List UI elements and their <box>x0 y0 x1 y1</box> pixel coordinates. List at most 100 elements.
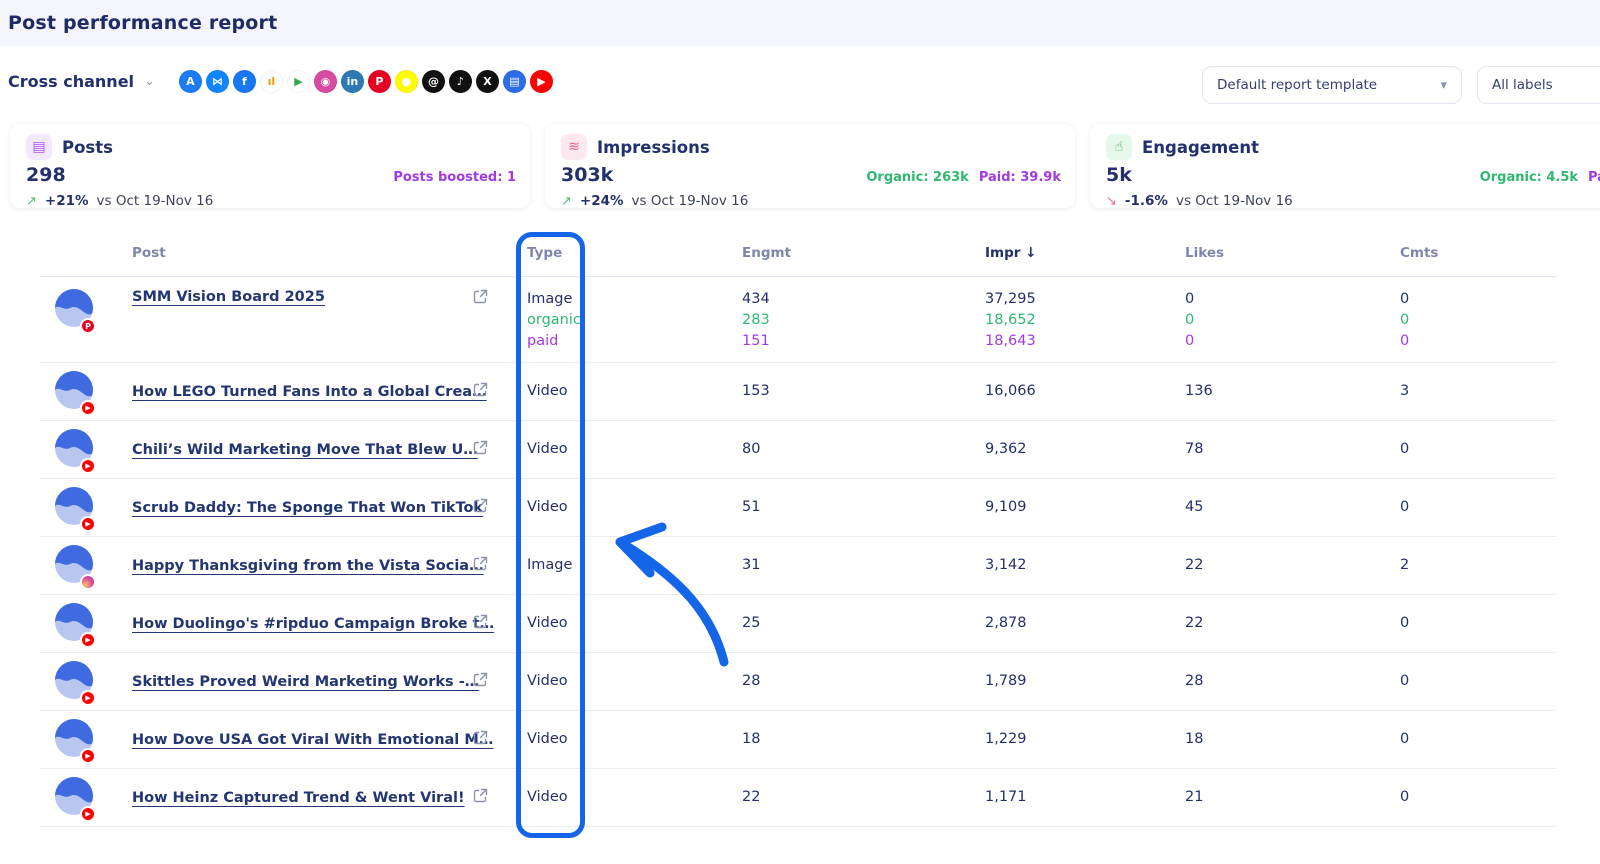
cell-likes: 45 <box>1185 499 1204 515</box>
post-title-link[interactable]: How Heinz Captured Trend & Went Viral! <box>132 789 465 806</box>
pinterest-icon[interactable]: P <box>367 69 391 93</box>
post-title-link[interactable]: Chili’s Wild Marketing Move That Blew U… <box>132 441 478 458</box>
external-link-icon[interactable] <box>465 788 517 807</box>
channel-selector[interactable]: Cross channel ⌄ <box>8 72 155 91</box>
linkedin-icon[interactable]: in <box>340 69 364 93</box>
app-store-icon[interactable]: A <box>178 69 202 93</box>
external-link-icon[interactable] <box>465 614 517 633</box>
business-profile-icon[interactable]: ▤ <box>502 69 526 93</box>
column-header-engmt[interactable]: Engmt <box>742 245 792 261</box>
external-link-icon[interactable] <box>465 730 517 749</box>
cell-type: Video <box>527 615 568 631</box>
page-header: Post performance report <box>0 0 1600 46</box>
cell-impr: 2,878 <box>985 615 1027 631</box>
post-title-link[interactable]: Scrub Daddy: The Sponge That Won TikTok <box>132 499 484 516</box>
youtube-badge-icon: ▶ <box>80 515 96 532</box>
cell-type: Image organic paid <box>527 291 581 349</box>
cell-likes: 28 <box>1185 673 1204 689</box>
cell-impr: 16,066 <box>985 383 1036 399</box>
post-performance-table: Post Type Engmt Impr ↓ Likes Cmts P SMM … <box>40 230 1556 827</box>
cell-likes: 136 <box>1185 383 1213 399</box>
snapchat-icon[interactable]: ● <box>394 69 418 93</box>
instagram-icon[interactable]: ◉ <box>313 69 337 93</box>
cell-type: Video <box>527 673 568 689</box>
table-row[interactable]: Happy Thanksgiving from the Vista Socia…… <box>40 537 1556 595</box>
cell-engmt: 153 <box>742 383 770 399</box>
facebook-icon[interactable]: f <box>232 69 256 93</box>
cell-cmts: 0 <box>1400 441 1410 457</box>
table-row[interactable]: ▶ Chili’s Wild Marketing Move That Blew … <box>40 421 1556 479</box>
cell-impr: 9,109 <box>985 499 1027 515</box>
youtube-icon[interactable]: ▶ <box>529 69 553 93</box>
post-title-link[interactable]: Happy Thanksgiving from the Vista Socia… <box>132 557 484 574</box>
post-title-link[interactable]: How Dove USA Got Viral With Emotional M… <box>132 731 494 748</box>
google-analytics-icon[interactable]: ıl <box>259 69 283 93</box>
column-header-impr[interactable]: Impr ↓ <box>985 245 1037 261</box>
column-header-post[interactable]: Post <box>132 245 166 261</box>
youtube-badge-icon: ▶ <box>80 399 96 416</box>
all-labels-label: All labels <box>1492 77 1553 93</box>
card-compare-period: vs Oct 19-Nov 16 <box>631 193 749 209</box>
cell-cmts: 2 <box>1400 557 1410 573</box>
cell-engmt: 25 <box>742 615 761 631</box>
stat-card-engagement: ☝ Engagement 5k Organic: 4.5kPa ↘ -1.6% … <box>1090 124 1600 209</box>
x-icon[interactable]: X <box>475 69 499 93</box>
cell-impr: 1,229 <box>985 731 1027 747</box>
cell-type: Video <box>527 383 568 399</box>
card-title: Posts <box>62 137 113 157</box>
table-row[interactable]: P SMM Vision Board 2025 Image organic paid… <box>40 277 1556 363</box>
external-link-icon[interactable] <box>465 289 517 308</box>
report-template-value: Default report template <box>1217 77 1378 93</box>
threads-icon[interactable]: @ <box>421 69 445 93</box>
table-row[interactable]: ▶ Skittles Proved Weird Marketing Works … <box>40 653 1556 711</box>
cell-cmts: 0 <box>1400 499 1410 515</box>
column-header-likes[interactable]: Likes <box>1185 245 1225 261</box>
cell-type: Video <box>527 499 568 515</box>
external-link-icon[interactable] <box>465 440 517 459</box>
report-template-dropdown[interactable]: Default report template ▾ <box>1202 66 1462 104</box>
post-title-link[interactable]: How LEGO Turned Fans Into a Global Crea… <box>132 383 487 400</box>
card-side-metric: Organic: 263k <box>866 170 969 185</box>
table-row[interactable]: ▶ Scrub Daddy: The Sponge That Won TikTo… <box>40 479 1556 537</box>
card-delta-percent: +21% <box>44 193 89 209</box>
table-row[interactable]: ▶ How LEGO Turned Fans Into a Global Cre… <box>40 363 1556 421</box>
post-title-link[interactable]: SMM Vision Board 2025 <box>132 289 325 305</box>
cell-impr: 37,295 18,652 18,643 <box>985 291 1036 349</box>
google-play-icon[interactable]: ▶ <box>286 69 310 93</box>
column-header-cmts[interactable]: Cmts <box>1400 245 1439 261</box>
cell-engmt: 434 283 151 <box>742 291 770 349</box>
card-compare-period: vs Oct 19-Nov 16 <box>1175 193 1293 209</box>
external-link-icon[interactable] <box>465 556 517 575</box>
cell-cmts: 0 <box>1400 731 1410 747</box>
profile-avatar: ▶ <box>55 718 96 764</box>
trend-down-icon: ↘ <box>1106 193 1117 209</box>
table-header-row: Post Type Engmt Impr ↓ Likes Cmts <box>40 230 1556 277</box>
profile-avatar <box>55 544 96 590</box>
engagement-thumb-icon: ☝ <box>1106 134 1132 160</box>
external-link-icon[interactable] <box>465 498 517 517</box>
external-link-icon[interactable] <box>465 672 517 691</box>
column-header-type[interactable]: Type <box>527 245 563 261</box>
external-link-icon[interactable] <box>465 382 517 401</box>
cell-cmts: 0 <box>1400 615 1410 631</box>
all-labels-button[interactable]: All labels <box>1477 66 1600 104</box>
card-value: 298 <box>26 164 66 186</box>
tiktok-icon[interactable]: ♪ <box>448 69 472 93</box>
cell-cmts: 3 <box>1400 383 1410 399</box>
cell-engmt: 51 <box>742 499 761 515</box>
post-title-link[interactable]: How Duolingo's #ripduo Campaign Broke t… <box>132 615 495 632</box>
table-row[interactable]: ▶ How Dove USA Got Viral With Emotional … <box>40 711 1556 769</box>
cell-impr: 3,142 <box>985 557 1027 573</box>
table-row[interactable]: ▶ How Duolingo's #ripduo Campaign Broke … <box>40 595 1556 653</box>
pinterest-badge-icon: P <box>80 318 96 334</box>
bluesky-icon[interactable]: ⋈ <box>205 69 229 93</box>
cell-impr: 1,789 <box>985 673 1027 689</box>
trend-up-icon: ↗ <box>561 193 572 209</box>
cell-engmt: 31 <box>742 557 761 573</box>
cell-likes: 22 <box>1185 557 1204 573</box>
cell-likes: 22 <box>1185 615 1204 631</box>
table-row[interactable]: ▶ How Heinz Captured Trend & Went Viral!… <box>40 769 1556 827</box>
card-compare-period: vs Oct 19-Nov 16 <box>96 193 214 209</box>
youtube-badge-icon: ▶ <box>80 689 96 706</box>
post-title-link[interactable]: Skittles Proved Weird Marketing Works -… <box>132 673 480 690</box>
